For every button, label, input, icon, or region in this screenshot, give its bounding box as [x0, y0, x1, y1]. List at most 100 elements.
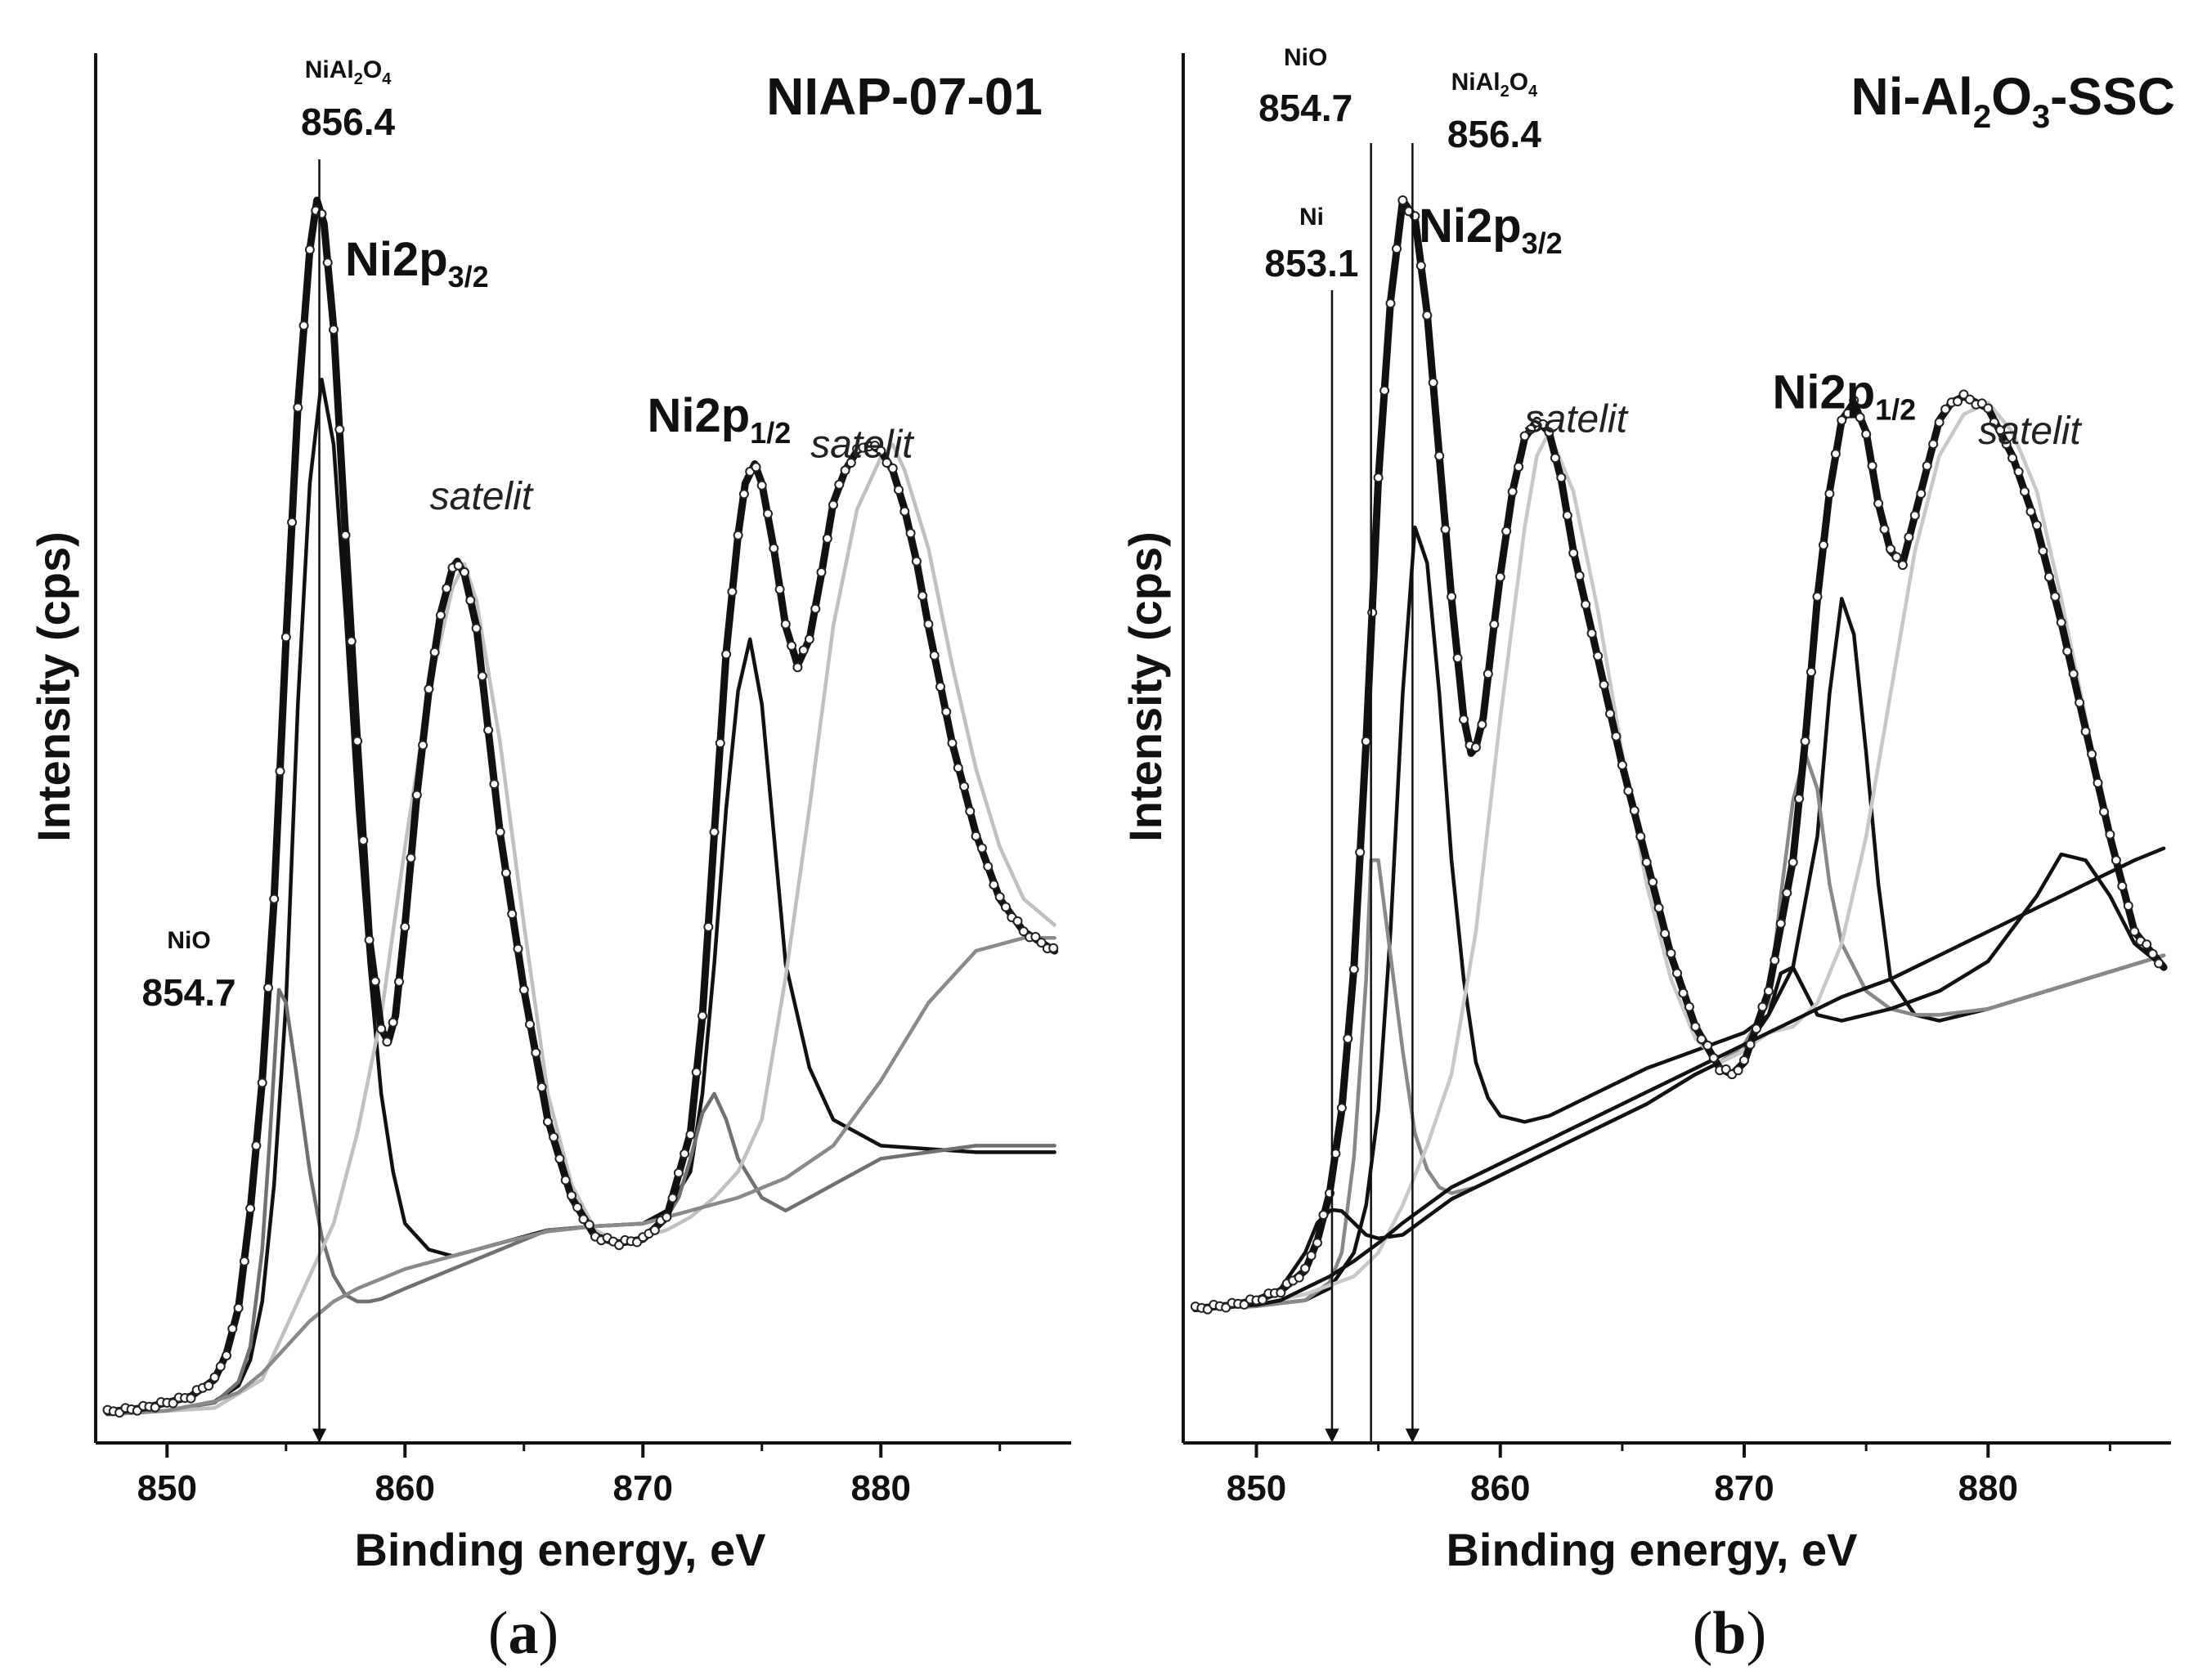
data-point [1953, 396, 1963, 407]
data-point [899, 506, 910, 517]
data-point [453, 560, 464, 571]
data-point [150, 1402, 160, 1413]
data-point [1422, 310, 1433, 320]
data-point [911, 556, 922, 567]
data-point [1891, 552, 1902, 562]
data-point [1440, 524, 1451, 535]
data-point [1306, 1250, 1317, 1261]
data-point [1048, 943, 1059, 953]
data-point [1397, 195, 1408, 205]
series-nio-component-line [1193, 751, 2166, 1310]
data-point [1605, 709, 1615, 719]
data-point [233, 1303, 244, 1313]
data-point [567, 1190, 576, 1201]
data-point [1855, 412, 1865, 423]
data-point [1678, 988, 1689, 998]
data-point [2147, 948, 2158, 959]
data-point [1623, 786, 1634, 796]
data-point [500, 867, 511, 878]
data-point [1666, 948, 1676, 959]
data-point [2056, 617, 2066, 628]
panel-label: (b) [1693, 1600, 1766, 1667]
data-point [614, 1240, 625, 1251]
data-point [340, 530, 351, 540]
data-point [293, 402, 303, 413]
data-point [828, 500, 838, 510]
data-point [429, 647, 440, 657]
data-point [1336, 1103, 1347, 1113]
data-point [1958, 389, 1969, 400]
x-tick-label: 850 [1227, 1468, 1286, 1508]
data-point [1300, 1263, 1311, 1274]
data-point [477, 671, 487, 682]
data-point [2075, 697, 2085, 708]
data-point [269, 894, 280, 904]
data-point [1794, 794, 1805, 804]
data-point [1361, 736, 1371, 746]
data-point [1909, 510, 1920, 521]
data-point [1495, 571, 1505, 582]
x-tick-label: 880 [1958, 1468, 2018, 1508]
data-point [1489, 619, 1500, 629]
series-envelope-fit-line [1191, 196, 2168, 1313]
data-point [1538, 419, 1548, 429]
data-point [1775, 918, 1786, 929]
data-point [257, 1077, 267, 1088]
data-point [1757, 1001, 1768, 1012]
data-point [869, 441, 880, 451]
data-point [394, 976, 404, 987]
data-point [507, 909, 518, 919]
data-point [1690, 1021, 1701, 1032]
data-point [1733, 1065, 1743, 1076]
data-point [2032, 520, 2042, 531]
data-point [251, 1140, 262, 1151]
data-point [673, 1167, 684, 1178]
data-point [1611, 731, 1622, 741]
series-background-line [1193, 846, 2166, 1310]
data-point [965, 806, 976, 817]
data-point [1782, 888, 1792, 898]
data-point [971, 831, 981, 841]
data-point [1751, 1024, 1761, 1034]
data-point [1519, 431, 1530, 441]
data-point [322, 258, 333, 268]
series-background-line [105, 936, 1056, 1417]
data-point [1556, 473, 1567, 483]
data-point [1928, 439, 1939, 450]
series-satellite-components-line [1193, 401, 2166, 1310]
data-point [774, 584, 785, 594]
data-point [983, 861, 994, 871]
data-point [549, 1132, 559, 1142]
data-point [769, 543, 779, 553]
data-point [471, 623, 482, 634]
satellite-label: satelit [1978, 410, 2082, 453]
data-point [685, 1130, 696, 1140]
data-point [1788, 857, 1798, 867]
series-envelope-fit-line [104, 196, 1059, 1416]
data-point [1526, 424, 1536, 434]
data-point [1763, 986, 1774, 997]
data-point [483, 725, 494, 736]
series-experimental-points [102, 205, 1059, 1418]
satellite-label: satelit [1525, 398, 1629, 441]
data-point [2001, 439, 2012, 450]
data-point [923, 619, 934, 629]
data-point [2129, 926, 2140, 937]
data-point [1343, 1033, 1353, 1044]
data-point [1641, 857, 1652, 867]
data-point [1922, 460, 1932, 471]
x-axis-label: Binding energy, eV [354, 1524, 765, 1575]
data-point [2050, 591, 2061, 602]
data-point [1470, 742, 1481, 753]
data-point [763, 508, 773, 519]
data-point [798, 645, 809, 656]
data-point [1367, 607, 1378, 618]
data-point [1770, 955, 1780, 965]
data-point [1501, 526, 1512, 536]
data-point [1635, 831, 1646, 842]
data-point [2007, 453, 2018, 464]
peak-annotations: Ni 853.1 NiO 854.7 NiAl2O4 856.4 [1258, 44, 1541, 1443]
data-point [1934, 417, 1945, 428]
data-point [1385, 298, 1396, 309]
data-point [424, 683, 434, 694]
